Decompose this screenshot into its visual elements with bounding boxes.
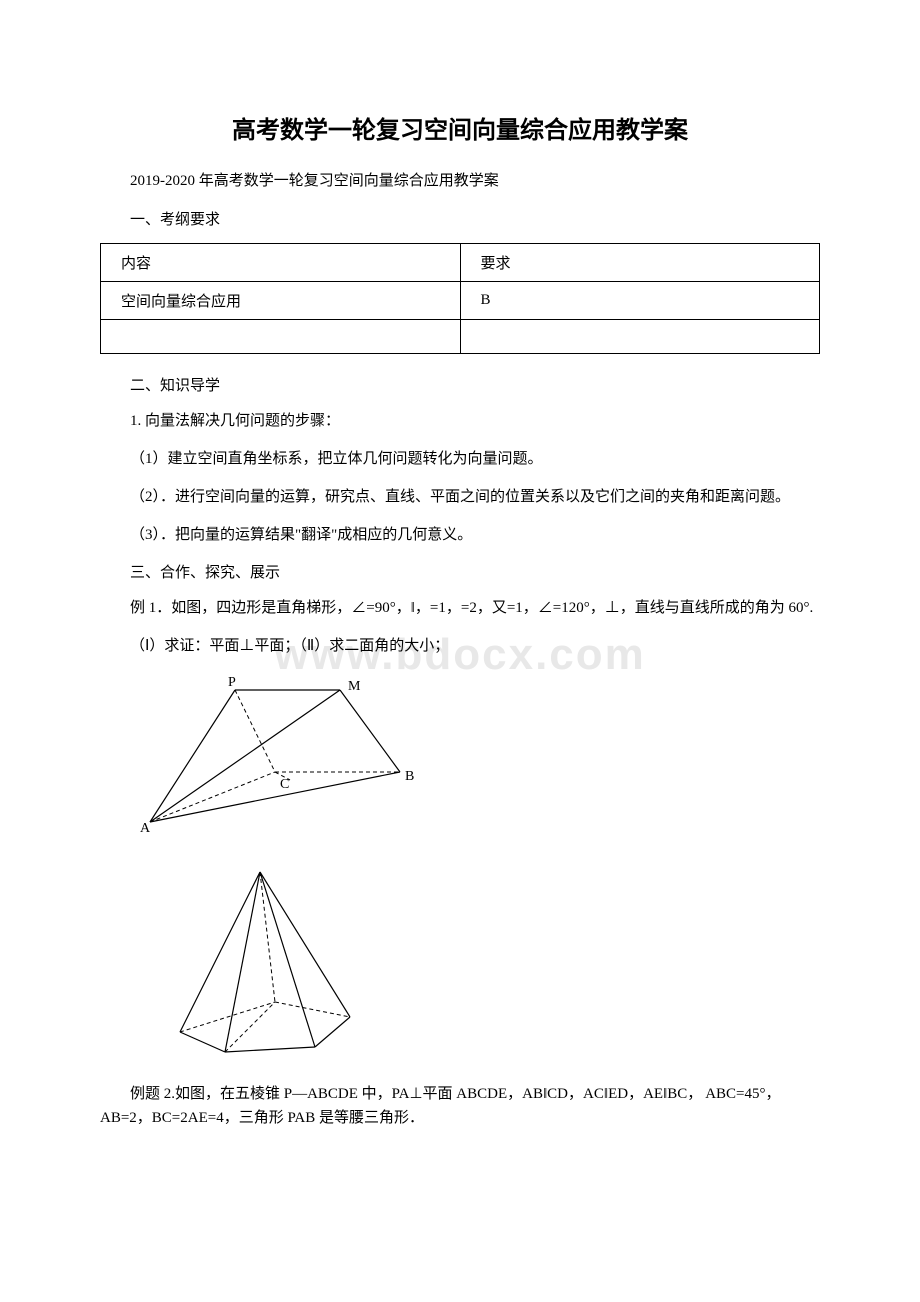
requirements-table: 内容 要求 空间向量综合应用 B — [100, 243, 820, 354]
page-title: 高考数学一轮复习空间向量综合应用教学案 — [100, 110, 820, 145]
table-cell — [101, 320, 461, 354]
table-cell: 空间向量综合应用 — [101, 282, 461, 320]
table-row — [101, 320, 820, 354]
figure-2 — [160, 862, 820, 1062]
label-B: B — [405, 769, 414, 784]
section3-heading: 三、合作、探究、展示 — [100, 561, 820, 582]
subtitle: 2019-2020 年高考数学一轮复习空间向量综合应用教学案 — [100, 169, 820, 190]
example2-text: 例题 2.如图，在五棱锥 P—ABCDE 中，PA⊥平面 ABCDE，AB‖CD… — [100, 1082, 820, 1130]
trapezoid-diagram: P M A B C — [140, 672, 440, 842]
section1-heading: 一、考纲要求 — [100, 208, 820, 229]
section2-heading: 二、知识导学 — [100, 374, 820, 395]
table-cell — [460, 320, 820, 354]
section2-sub1: （1）建立空间直角坐标系，把立体几何问题转化为向量问题。 — [100, 447, 820, 471]
section2-sub2: （2）．进行空间向量的运算，研究点、直线、平面之间的位置关系以及它们之间的夹角和… — [100, 485, 820, 509]
label-P: P — [228, 675, 236, 690]
table-cell: 要求 — [460, 244, 820, 282]
section2-sub3: （3）．把向量的运算结果"翻译"成相应的几何意义。 — [100, 523, 820, 547]
label-C: C — [280, 777, 289, 792]
table-row: 内容 要求 — [101, 244, 820, 282]
label-M: M — [348, 679, 361, 694]
figure-1: P M A B C — [140, 672, 820, 842]
example1-text: 例 1．如图，四边形是直角梯形，∠=90°，‖，=1，=2，又=1，∠=120°… — [100, 596, 820, 620]
pyramid-diagram — [160, 862, 380, 1062]
table-cell: B — [460, 282, 820, 320]
example1-sub: （Ⅰ）求证：平面⊥平面；（Ⅱ）求二面角的大小； — [100, 634, 820, 658]
label-A: A — [140, 821, 151, 836]
section2-item1: 1. 向量法解决几何问题的步骤： — [100, 409, 820, 433]
table-row: 空间向量综合应用 B — [101, 282, 820, 320]
table-cell: 内容 — [101, 244, 461, 282]
